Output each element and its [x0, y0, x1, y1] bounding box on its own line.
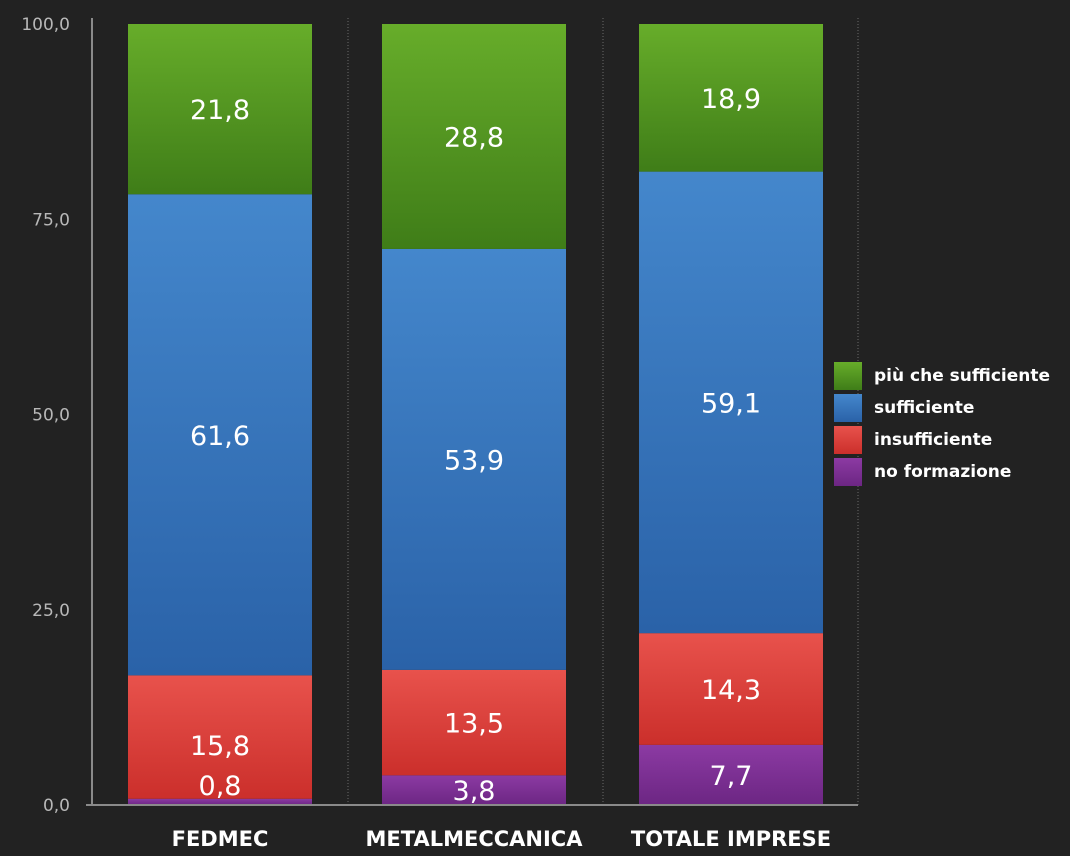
y-tick-label: 100,0 — [21, 15, 70, 35]
legend-label: no formazione — [874, 462, 1012, 482]
data-label: 14,3 — [701, 675, 761, 706]
bar-segment-sufficiente — [639, 171, 823, 634]
category-label: TOTALE IMPRESE — [631, 827, 831, 851]
data-label: 15,8 — [190, 731, 250, 762]
legend-swatch-purple — [834, 458, 862, 486]
legend-swatch-blue — [834, 394, 862, 422]
bar-segment-pi-che-sufficiente — [128, 24, 312, 195]
legend-label: più che sufficiente — [874, 366, 1051, 386]
data-label: 59,1 — [701, 388, 761, 419]
bar-segment-no-formazione — [639, 744, 823, 805]
legend-item-piu-che-sufficiente: più che sufficiente — [834, 360, 1050, 392]
y-tick-label: 0,0 — [43, 796, 70, 816]
data-label: 61,6 — [190, 421, 250, 452]
bar-segment-pi-che-sufficiente — [382, 24, 566, 249]
bar-segment-pi-che-sufficiente — [639, 24, 823, 172]
data-label: 0,8 — [199, 771, 242, 802]
data-label: 28,8 — [444, 122, 504, 153]
legend-item-no-formazione: no formazione — [834, 456, 1050, 488]
bar-segment-insufficiente — [639, 633, 823, 745]
data-label: 21,8 — [190, 95, 250, 126]
legend-label: insufficiente — [874, 430, 993, 450]
data-label: 7,7 — [710, 761, 753, 792]
bar-segment-sufficiente — [128, 194, 312, 676]
y-tick-label: 25,0 — [32, 601, 70, 621]
legend-label: sufficiente — [874, 398, 975, 418]
y-tick-label: 75,0 — [32, 210, 70, 230]
bar-segment-no-formazione — [382, 775, 566, 805]
y-tick-label: 50,0 — [32, 406, 70, 426]
bar-segment-insufficiente — [128, 675, 312, 799]
legend-swatch-green — [834, 362, 862, 390]
data-label: 53,9 — [444, 445, 504, 476]
bar-segment-insufficiente — [382, 669, 566, 776]
legend-swatch-red — [834, 426, 862, 454]
data-label: 3,8 — [453, 776, 496, 807]
data-label: 13,5 — [444, 709, 504, 740]
bar-segment-sufficiente — [382, 248, 566, 670]
category-label: METALMECCANICA — [366, 827, 584, 851]
legend: più che sufficiente sufficiente insuffic… — [834, 360, 1050, 488]
bar-segment-no-formazione — [128, 798, 312, 805]
category-label: FEDMEC — [172, 827, 269, 851]
legend-item-insufficiente: insufficiente — [834, 424, 1050, 456]
data-label: 18,9 — [701, 84, 761, 115]
legend-item-sufficiente: sufficiente — [834, 392, 1050, 424]
